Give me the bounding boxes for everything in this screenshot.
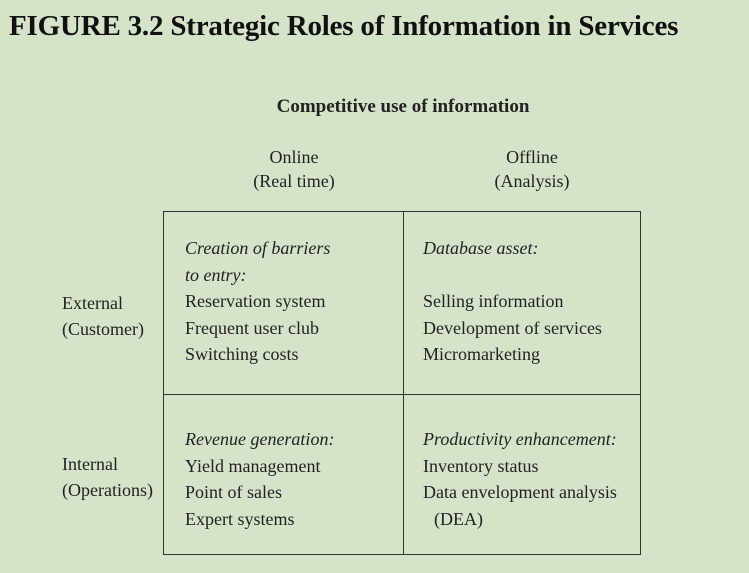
diagram-heading: Competitive use of information bbox=[276, 96, 530, 117]
matrix-vertical-divider bbox=[403, 211, 404, 555]
cell-item: Yield management bbox=[185, 455, 321, 476]
row-header-internal-sublabel: (Operations) bbox=[62, 480, 153, 500]
cell-heading: Database asset: bbox=[423, 238, 539, 258]
column-header-offline-sublabel: (Analysis) bbox=[494, 171, 570, 191]
column-header-online: Online (Real time) bbox=[174, 145, 414, 193]
cell-heading: Creation of barriers bbox=[185, 238, 331, 258]
column-header-offline-label: Offline bbox=[506, 147, 558, 167]
cell-item: Micromarketing bbox=[423, 344, 540, 364]
cell-external-offline: Database asset: Selling information Deve… bbox=[423, 235, 602, 368]
cell-external-online: Creation of barriers to entry: Reservati… bbox=[185, 235, 330, 368]
column-header-online-sublabel: (Real time) bbox=[253, 171, 335, 191]
figure-title: FIGURE 3.2 Strategic Roles of Informatio… bbox=[9, 10, 679, 42]
matrix-horizontal-divider bbox=[163, 394, 641, 395]
row-header-external-sublabel: (Customer) bbox=[62, 319, 144, 339]
column-header-offline: Offline (Analysis) bbox=[412, 145, 652, 193]
cell-item: Selling information bbox=[423, 291, 564, 311]
cell-heading: Revenue generation: bbox=[185, 429, 335, 449]
row-header-external: External (Customer) bbox=[62, 290, 144, 342]
row-header-internal-label: Internal bbox=[62, 454, 118, 474]
column-header-online-label: Online bbox=[269, 147, 319, 167]
cell-item: Switching costs bbox=[185, 344, 299, 364]
cell-internal-online: Revenue generation: Yield management Poi… bbox=[185, 426, 334, 532]
cell-item: Data envelopment analysis bbox=[423, 482, 617, 502]
cell-item: Inventory status bbox=[423, 455, 539, 476]
row-header-external-label: External bbox=[62, 293, 123, 313]
row-header-internal: Internal (Operations) bbox=[62, 451, 153, 503]
cell-item: (DEA) bbox=[434, 508, 483, 529]
cell-item: Development of services bbox=[423, 317, 602, 338]
cell-heading-continuation: to entry: bbox=[185, 264, 247, 285]
cell-spacer bbox=[423, 262, 602, 289]
cell-internal-offline: Productivity enhancement: Inventory stat… bbox=[423, 426, 617, 532]
cell-item: Point of sales bbox=[185, 482, 282, 502]
cell-item: Reservation system bbox=[185, 291, 326, 311]
matrix-frame bbox=[163, 211, 641, 555]
cell-heading: Productivity enhancement: bbox=[423, 429, 617, 449]
cell-item: Frequent user club bbox=[185, 317, 319, 338]
cell-item: Expert systems bbox=[185, 508, 295, 529]
